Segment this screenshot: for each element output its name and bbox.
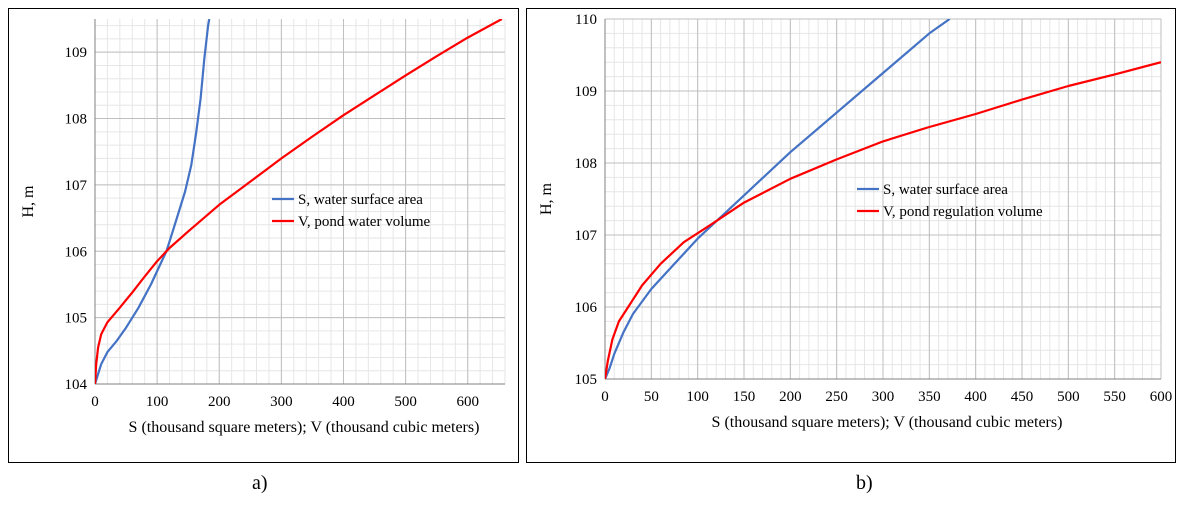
legend-label: V, pond regulation volume [883, 204, 1043, 220]
y-tick-label: 105 [65, 311, 88, 327]
series-line-volume [605, 61, 1161, 379]
y-tick-label: 104 [65, 377, 88, 393]
chart-panel-b: 0 50 100 150 200 250 300 350 400 450 500 550 600 105 1… [526, 8, 1176, 463]
legend-label: S, water surface area [298, 192, 423, 208]
y-tick-label: 105 [575, 372, 598, 388]
major-gridlines [94, 19, 505, 385]
chart-a: 0 100 200 300 400 500 600 104 105 106 107 108 109 S (… [20, 19, 506, 436]
x-tick-label: 600 [456, 394, 479, 410]
x-tick-label: 450 [1011, 389, 1034, 405]
series-line-surface-area [95, 19, 211, 384]
x-tick-label: 0 [601, 389, 609, 405]
x-tick-label: 300 [872, 389, 895, 405]
x-tick-label: 50 [644, 389, 659, 405]
x-axis-label: S (thousand square meters); V (thousand … [129, 419, 480, 436]
x-tick-label: 550 [1103, 389, 1126, 405]
legend: S, water surface area V, pond water volum… [272, 192, 431, 230]
y-axis-label: H, m [20, 185, 37, 218]
y-tick-label: 109 [65, 45, 88, 61]
caption-b: b) [856, 472, 873, 494]
x-tick-label: 250 [825, 389, 848, 405]
series-line-volume [95, 19, 503, 384]
y-tick-label: 108 [65, 112, 88, 128]
x-tick-label: 500 [1057, 389, 1080, 405]
x-tick-label: 200 [208, 394, 231, 410]
x-tick-label: 350 [918, 389, 941, 405]
legend-label: V, pond water volume [298, 214, 431, 230]
x-tick-label: 400 [332, 394, 355, 410]
x-tick-label: 400 [964, 389, 987, 405]
y-axis-label: H, m [538, 182, 555, 215]
x-tick-label: 200 [779, 389, 802, 405]
series-line-surface-area [605, 19, 951, 379]
x-axis-label: S (thousand square meters); V (thousand … [712, 414, 1063, 431]
y-tick-label: 108 [575, 156, 598, 172]
y-tick-label: 106 [575, 300, 598, 316]
x-tick-label: 300 [270, 394, 293, 410]
legend: S, water surface area V, pond regulation … [857, 182, 1043, 220]
y-tick-label: 107 [575, 228, 598, 244]
chart-panel-a: 0 100 200 300 400 500 600 104 105 106 107 108 109 S (… [8, 8, 519, 463]
x-tick-label: 100 [146, 394, 169, 410]
y-tick-label: 109 [575, 84, 598, 100]
caption-a: a) [252, 472, 268, 494]
x-tick-label: 150 [733, 389, 756, 405]
x-tick-label: 600 [1150, 389, 1173, 405]
y-tick-label: 110 [575, 12, 597, 28]
x-tick-label: 100 [686, 389, 709, 405]
legend-label: S, water surface area [883, 182, 1008, 198]
y-tick-label: 106 [65, 244, 88, 260]
x-tick-label: 0 [91, 394, 99, 410]
chart-b: 0 50 100 150 200 250 300 350 400 450 500 550 600 105 1… [538, 12, 1173, 431]
x-tick-label: 500 [394, 394, 417, 410]
y-tick-label: 107 [65, 178, 88, 194]
